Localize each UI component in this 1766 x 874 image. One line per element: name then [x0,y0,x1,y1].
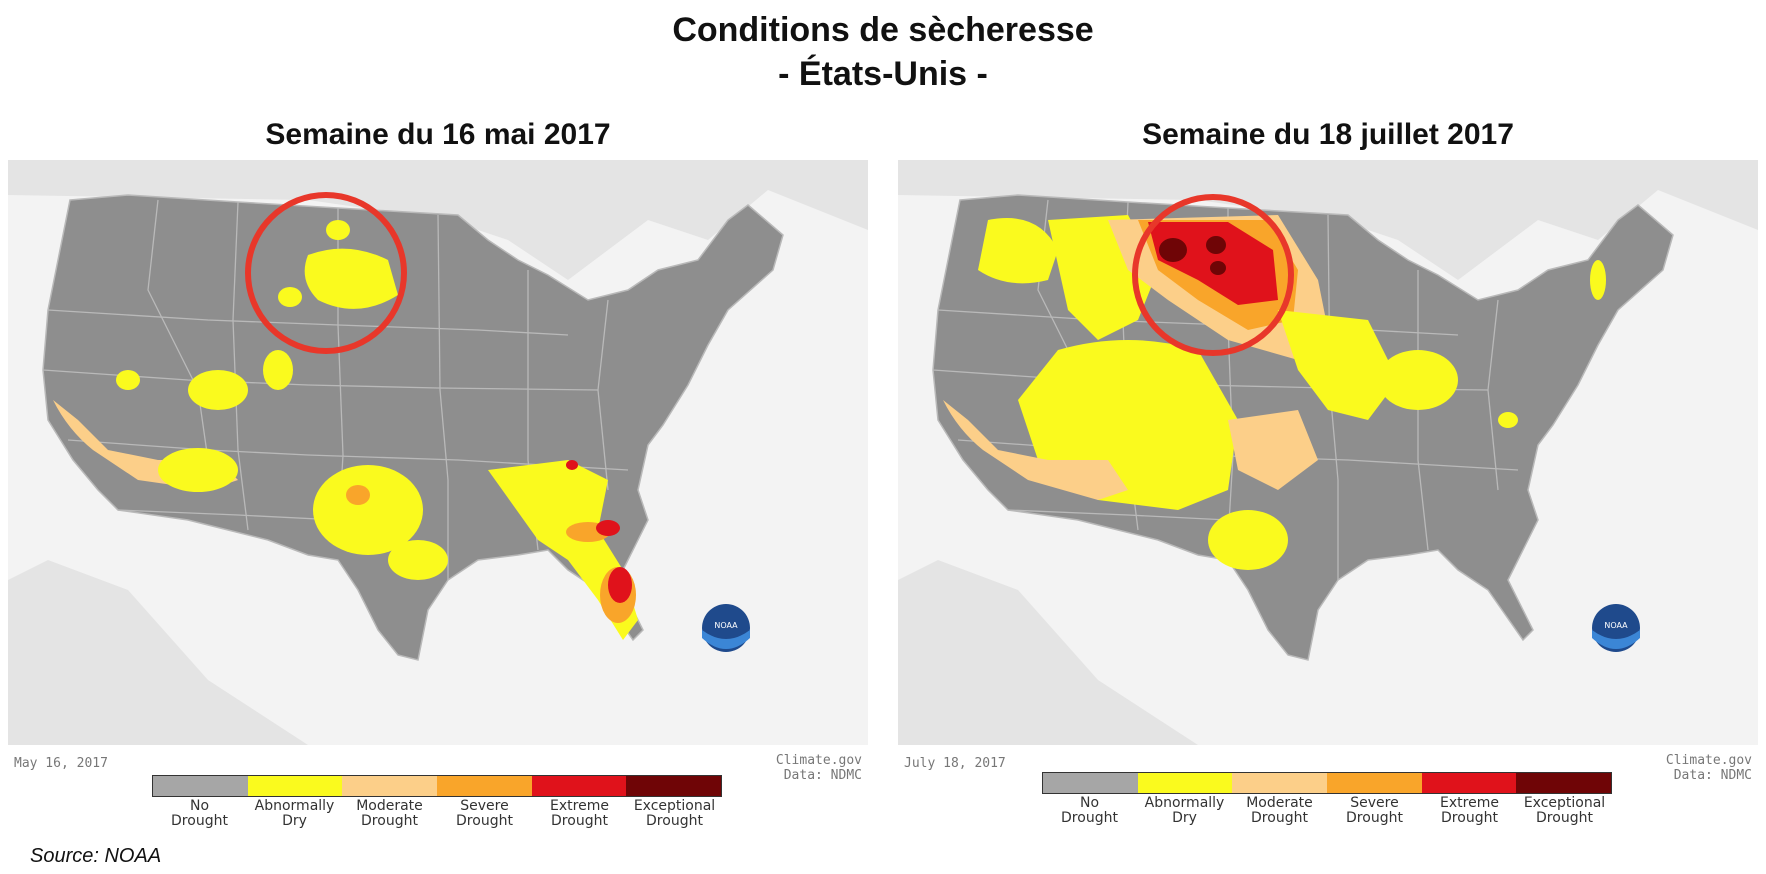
legend-label: Severe Drought [456,798,513,829]
right-map-svg: NOAA [898,160,1758,745]
main-title-line2: - États-Unis - [778,55,988,93]
legend-swatch [342,776,438,796]
left-map-credit-line2: Data: NDMC [783,768,862,783]
right-drought-map: NOAA July 18, 2017 Climate.gov Data: NDM… [898,160,1758,783]
mexico-land [898,560,1198,745]
legend-swatch [1327,773,1422,793]
right-map-credit-line2: Data: NDMC [1673,768,1752,783]
right-legend-labels: No Drought Abnormally Dry Moderate Droug… [1042,794,1612,826]
legend-swatch [1421,773,1517,793]
noaa-logo: NOAA [1592,604,1640,652]
highlight-circle [245,192,407,354]
legend-label: Abnormally Dry [1144,795,1225,826]
source-note: Source: NOAA [30,845,162,867]
legend-label: Moderate Drought [356,798,423,829]
left-map-credit: Climate.gov Data: NDMC [776,753,862,783]
left-legend-labels: No Drought Abnormally Dry Moderate Droug… [152,797,722,829]
legend-swatch [153,776,248,796]
legend-swatch [1043,773,1138,793]
left-map-svg: NOAA [8,160,868,745]
legend-label: Extreme Drought [1440,795,1499,826]
legend-label: Extreme Drought [550,798,609,829]
right-map-credit: Climate.gov Data: NDMC [1666,753,1752,783]
left-drought-map: NOAA May 16, 2017 Climate.gov Data: NDMC [8,160,868,783]
right-map-credit-line1: Climate.gov [1665,753,1752,768]
mexico-land [8,560,308,745]
drought-areas [943,215,1606,570]
right-map-date: July 18, 2017 [904,756,1006,771]
legend-swatch [531,776,627,796]
legend-label: Moderate Drought [1246,795,1313,826]
right-legend: No Drought Abnormally Dry Moderate Droug… [1042,772,1612,826]
legend-swatch [247,776,343,796]
legend-swatch [1516,773,1612,793]
left-legend-bar [152,775,722,797]
canada-land [898,160,1758,280]
legend-label: No Drought [1061,795,1118,826]
right-map-heading: Semaine du 18 juillet 2017 [1142,118,1514,151]
legend-label: Exceptional Drought [633,798,716,829]
legend-label: Exceptional Drought [1523,795,1606,826]
legend-swatch [626,776,722,796]
highlight-circle [1132,194,1294,356]
svg-text:NOAA: NOAA [1604,621,1628,630]
canada-land [8,160,868,280]
legend-label: Severe Drought [1346,795,1403,826]
drought-areas [53,220,638,640]
main-title-line1: Conditions de sècheresse [672,11,1094,49]
svg-text:NOAA: NOAA [714,621,738,630]
legend-label: No Drought [171,798,228,829]
left-map-date: May 16, 2017 [14,756,108,771]
left-map-credit-line1: Climate.gov [775,753,862,768]
legend-swatch [1232,773,1328,793]
right-legend-bar [1042,772,1612,794]
legend-swatch [1137,773,1233,793]
noaa-logo: NOAA [702,604,750,652]
legend-label: Abnormally Dry [254,798,335,829]
legend-swatch [437,776,532,796]
main-title: Conditions de sècheresse - États-Unis - [0,8,1766,96]
left-legend: No Drought Abnormally Dry Moderate Droug… [152,775,722,829]
left-map-heading: Semaine du 16 mai 2017 [265,118,611,151]
